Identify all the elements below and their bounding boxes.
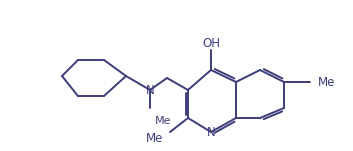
- Text: Me: Me: [155, 116, 172, 126]
- Text: Me: Me: [146, 132, 163, 145]
- Text: Me: Me: [318, 76, 335, 88]
- Text: OH: OH: [202, 37, 220, 50]
- Text: N: N: [207, 125, 215, 138]
- Text: N: N: [146, 84, 154, 96]
